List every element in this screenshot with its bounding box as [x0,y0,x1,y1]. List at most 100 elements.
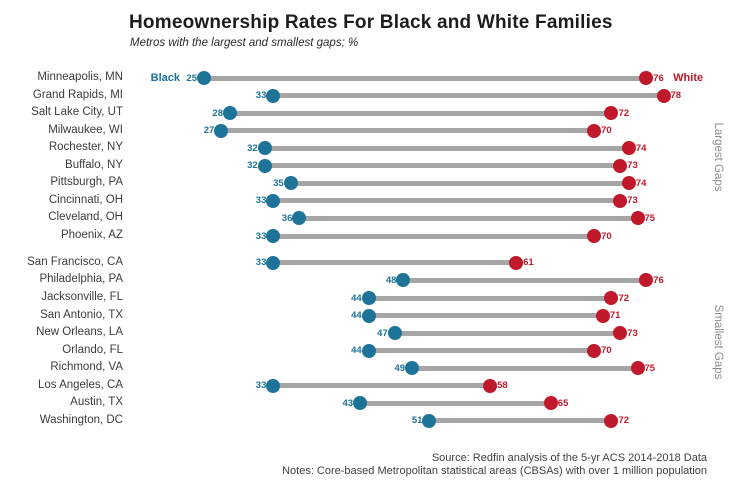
white-value: 70 [601,125,612,137]
black-dot [361,343,376,358]
white-value: 73 [627,160,638,172]
dumbbell-line [204,75,647,81]
black-value: 33 [255,195,267,207]
black-dot [396,273,411,288]
white-value: 72 [618,107,630,119]
dumbbell-line [360,400,551,406]
white-value: 76 [653,72,664,84]
dumbbell-line [273,198,621,204]
black-value: 49 [394,362,406,374]
black-dot [257,141,272,156]
white-dot [604,106,619,121]
metro-label: Salt Lake City, UT [31,106,123,119]
dumbbell-line [230,110,612,116]
black-value: 48 [385,274,397,286]
white-value: 70 [601,230,612,242]
white-value: 72 [618,292,630,304]
dumbbell-line [412,365,638,371]
white-dot [621,176,636,191]
white-dot [509,255,524,270]
white-dot [639,273,654,288]
white-value: 71 [609,310,621,322]
white-value: 58 [497,380,508,392]
dumbbell-line [368,295,612,301]
dumbbell-line [299,215,638,221]
white-dot [604,291,619,306]
black-dot [405,361,420,376]
dumbbell-line [273,233,595,239]
black-dot [257,158,272,173]
metro-label: Cleveland, OH [48,211,123,224]
metro-label: Jacksonville, FL [41,291,123,304]
metro-label: Buffalo, NY [65,158,123,171]
black-dot [266,229,281,244]
metro-label: Cincinnati, OH [48,193,123,206]
dumbbell-line [368,313,603,319]
white-dot [613,158,628,173]
black-dot [353,396,368,411]
white-dot [587,123,602,138]
black-dot [361,291,376,306]
metro-label: Phoenix, AZ [60,229,123,242]
metro-label: Rochester, NY [48,141,123,154]
black-value: 43 [342,397,354,409]
black-dot [266,378,281,393]
white-value: 61 [523,257,534,269]
black-value: 25 [186,72,197,84]
white-dot [587,343,602,358]
metro-label: San Francisco, CA [27,255,123,268]
dumbbell-line [368,348,595,354]
white-dot [630,211,645,226]
metro-label: Richmond, VA [50,361,123,374]
source-line: Source: Redfin analysis of the 5-yr ACS … [431,452,707,464]
black-dot [266,88,281,103]
black-dot [361,308,376,323]
black-value: 33 [255,380,267,392]
metro-label: Grand Rapids, MI [32,88,123,101]
white-value: 70 [601,345,612,357]
dumbbell-line [264,163,621,169]
white-value: 73 [627,195,638,207]
white-value: 65 [557,397,569,409]
white-value: 76 [653,274,664,286]
dumbbell-line [403,277,647,283]
dumbbell-line [273,260,517,266]
black-value: 36 [281,212,293,224]
dumbbell-line [273,383,491,389]
source-note: Source: Redfin analysis of the 5-yr ACS … [282,452,707,478]
black-value: 28 [212,107,223,119]
black-dot [223,106,237,121]
black-dot [422,413,437,428]
black-value: 32 [247,142,258,154]
black-value: 27 [203,125,215,137]
metro-label: Los Angeles, CA [37,378,123,391]
black-dot [266,255,281,270]
white-dot [621,141,636,156]
white-dot [604,413,619,428]
legend-white-label: White [673,71,704,84]
white-value: 78 [670,90,682,102]
white-value: 74 [635,142,647,154]
white-value: 72 [618,415,630,427]
white-dot [595,308,610,323]
black-value: 35 [273,177,284,189]
chart-title: Homeownership Rates For Black and White … [129,12,613,33]
metro-label: Orlando, FL [62,343,123,356]
white-dot [613,193,628,208]
dumbbell-line [221,128,595,134]
white-value: 73 [627,327,638,339]
dumbbell-line [264,145,629,151]
metro-label: Austin, TX [70,396,123,409]
white-dot [483,378,498,393]
dumbbell-line [290,180,629,186]
black-value: 33 [255,257,267,269]
dumbbell-line [429,418,612,424]
black-value: 47 [377,327,388,339]
black-dot [292,211,307,226]
white-value: 75 [644,362,656,374]
white-dot [656,88,671,103]
black-dot [266,193,281,208]
black-value: 44 [351,310,362,322]
metro-label: Milwaukee, WI [48,123,123,136]
